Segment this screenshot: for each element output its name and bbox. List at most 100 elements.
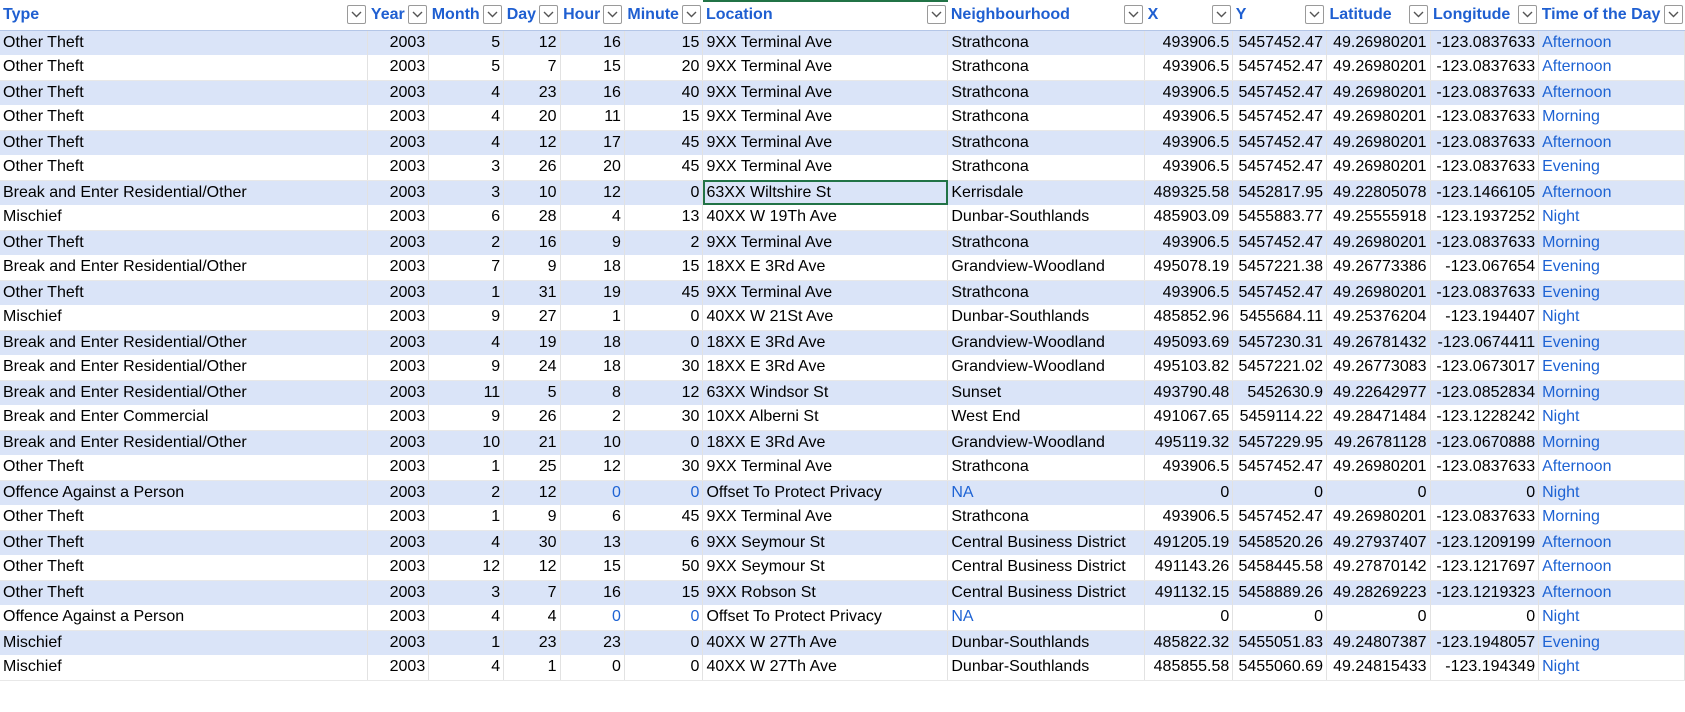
cell-y[interactable]: 5452630.9 [1232,380,1327,405]
cell-month[interactable]: 6 [428,205,505,231]
cell-y[interactable]: 5455060.69 [1232,655,1327,681]
cell-lat[interactable]: 49.27870142 [1326,555,1431,581]
cell-lon[interactable]: -123.067654 [1430,255,1540,281]
cell-day[interactable]: 28 [503,205,561,231]
cell-type[interactable]: Mischief [0,305,369,331]
cell-neighbourhood[interactable]: Central Business District [947,555,1146,581]
cell-month[interactable]: 2 [428,230,505,255]
cell-location[interactable]: 63XX Wiltshire St [702,180,949,205]
cell-day[interactable]: 23 [503,80,561,105]
cell-lon[interactable]: 0 [1430,605,1540,631]
cell-lat[interactable]: 49.26781128 [1326,430,1431,455]
cell-x[interactable]: 485903.09 [1144,205,1234,231]
cell-location[interactable]: 9XX Terminal Ave [702,55,949,81]
cell-lat[interactable]: 49.28269223 [1326,580,1431,605]
filter-dropdown-button[interactable] [539,5,559,24]
cell-neighbourhood[interactable]: Kerrisdale [947,180,1146,205]
cell-lat[interactable]: 49.28471484 [1326,405,1431,431]
cell-tod[interactable]: Afternoon [1538,455,1685,481]
cell-neighbourhood[interactable]: Grandview-Woodland [947,255,1146,281]
cell-y[interactable]: 5457452.47 [1232,55,1327,81]
cell-lat[interactable]: 49.26980201 [1326,105,1431,131]
cell-day[interactable]: 12 [503,555,561,581]
cell-lat[interactable]: 49.26980201 [1326,505,1431,531]
cell-tod[interactable]: Afternoon [1538,130,1685,155]
cell-tod[interactable]: Night [1538,605,1685,631]
cell-lat[interactable]: 49.24815433 [1326,655,1431,681]
cell-month[interactable]: 4 [428,530,505,555]
cell-lat[interactable]: 49.27937407 [1326,530,1431,555]
cell-minute[interactable]: 15 [624,30,704,55]
cell-minute[interactable]: 15 [624,580,704,605]
cell-y[interactable]: 5457452.47 [1232,30,1327,55]
cell-lat[interactable]: 49.26980201 [1326,130,1431,155]
cell-month[interactable]: 12 [428,555,505,581]
cell-day[interactable]: 12 [503,130,561,155]
cell-x[interactable]: 491132.15 [1144,580,1234,605]
cell-neighbourhood[interactable]: NA [947,480,1146,505]
cell-day[interactable]: 27 [503,305,561,331]
cell-day[interactable]: 24 [503,355,561,381]
cell-lon[interactable]: -123.194407 [1430,305,1540,331]
cell-neighbourhood[interactable]: Dunbar-Southlands [947,205,1146,231]
cell-lon[interactable]: -123.0837633 [1430,30,1540,55]
cell-year[interactable]: 2003 [367,55,430,81]
cell-type[interactable]: Other Theft [0,230,369,255]
cell-x[interactable]: 493906.5 [1144,130,1234,155]
cell-minute[interactable]: 40 [624,80,704,105]
filter-dropdown-button[interactable] [407,5,427,24]
cell-day[interactable]: 26 [503,155,561,181]
filter-dropdown-button[interactable] [1517,5,1537,24]
cell-y[interactable]: 5455051.83 [1232,630,1327,655]
cell-location[interactable]: 9XX Seymour St [702,555,949,581]
cell-minute[interactable]: 0 [624,480,704,505]
cell-day[interactable]: 1 [503,655,561,681]
cell-day[interactable]: 7 [503,55,561,81]
cell-minute[interactable]: 0 [624,180,704,205]
column-header-y[interactable]: Y [1232,0,1327,31]
cell-y[interactable]: 5455684.11 [1232,305,1327,331]
cell-y[interactable]: 5457221.38 [1232,255,1327,281]
cell-x[interactable]: 493906.5 [1144,230,1234,255]
cell-year[interactable]: 2003 [367,155,430,181]
cell-neighbourhood[interactable]: Strathcona [947,155,1146,181]
cell-lat[interactable]: 49.26980201 [1326,55,1431,81]
cell-month[interactable]: 1 [428,280,505,305]
cell-x[interactable]: 0 [1144,480,1234,505]
cell-lat[interactable]: 49.26980201 [1326,80,1431,105]
filter-dropdown-button[interactable] [346,5,366,24]
cell-minute[interactable]: 30 [624,355,704,381]
cell-lon[interactable]: -123.1228242 [1430,405,1540,431]
cell-lon[interactable]: -123.0673017 [1430,355,1540,381]
cell-type[interactable]: Break and Enter Residential/Other [0,380,369,405]
cell-day[interactable]: 7 [503,580,561,605]
cell-x[interactable]: 493906.5 [1144,105,1234,131]
cell-minute[interactable]: 2 [624,230,704,255]
cell-location[interactable]: 9XX Terminal Ave [702,105,949,131]
cell-y[interactable]: 0 [1232,605,1327,631]
cell-month[interactable]: 9 [428,405,505,431]
cell-type[interactable]: Other Theft [0,105,369,131]
cell-tod[interactable]: Morning [1538,505,1685,531]
cell-hour[interactable]: 0 [560,655,625,681]
cell-lon[interactable]: -123.0837633 [1430,230,1540,255]
cell-year[interactable]: 2003 [367,580,430,605]
cell-tod[interactable]: Morning [1538,105,1685,131]
cell-lon[interactable]: -123.1209199 [1430,530,1540,555]
cell-lon[interactable]: -123.0852834 [1430,380,1540,405]
cell-minute[interactable]: 0 [624,430,704,455]
column-header-tod[interactable]: Time of the Day [1538,0,1685,31]
cell-day[interactable]: 12 [503,30,561,55]
cell-month[interactable]: 4 [428,330,505,355]
cell-tod[interactable]: Night [1538,305,1685,331]
cell-lon[interactable]: -123.0837633 [1430,55,1540,81]
cell-location[interactable]: 9XX Terminal Ave [702,230,949,255]
cell-hour[interactable]: 20 [560,155,625,181]
cell-lat[interactable]: 49.22642977 [1326,380,1431,405]
cell-neighbourhood[interactable]: Grandview-Woodland [947,430,1146,455]
cell-location[interactable]: 40XX W 27Th Ave [702,630,949,655]
cell-y[interactable]: 5457452.47 [1232,505,1327,531]
cell-hour[interactable]: 11 [560,105,625,131]
cell-neighbourhood[interactable]: Central Business District [947,580,1146,605]
cell-y[interactable]: 5458889.26 [1232,580,1327,605]
